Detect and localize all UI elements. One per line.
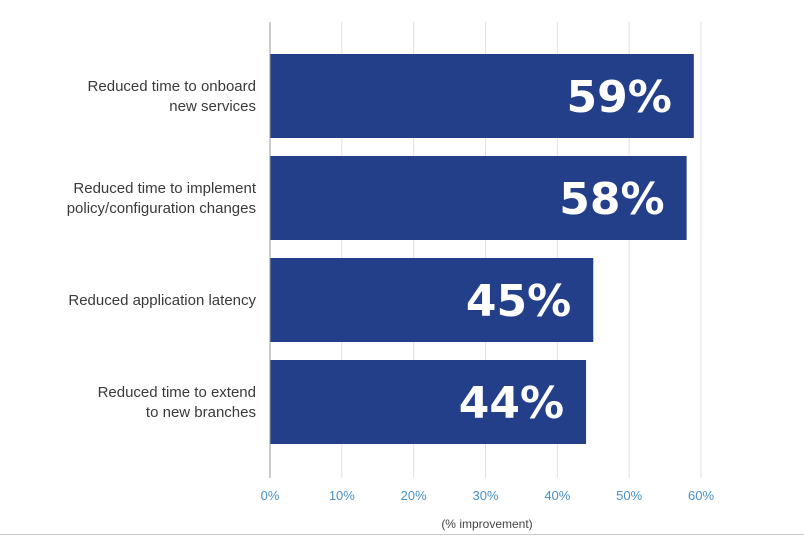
category-label: Reduced time to onboard new services	[88, 78, 256, 115]
bar-value-label: 58%	[559, 174, 664, 225]
x-tick-label: 20%	[401, 488, 427, 503]
x-tick-label: 50%	[616, 488, 642, 503]
x-tick-label: 60%	[688, 488, 714, 503]
bar	[270, 54, 694, 138]
bar-value-label: 59%	[566, 72, 671, 123]
bar-value-label: 44%	[459, 378, 564, 429]
category-label: Reduced time to implement policy/configur…	[67, 180, 257, 217]
category-label: Reduced application latency	[68, 292, 256, 309]
x-tick-label: 30%	[472, 488, 498, 503]
bar-value-label: 45%	[466, 276, 571, 327]
bars: 59% 58% 45% 44%	[270, 54, 694, 444]
x-tick-label: 0%	[261, 488, 280, 503]
bar	[270, 360, 587, 444]
x-tick-label: 40%	[544, 488, 570, 503]
category-label: Reduced time to extend to new branches	[98, 384, 256, 421]
bottom-divider	[0, 534, 804, 535]
bar	[270, 258, 594, 342]
category-labels: Reduced time to onboard new services Reduc…	[67, 78, 257, 421]
x-tick-label: 10%	[329, 488, 355, 503]
bar	[270, 156, 687, 240]
x-axis-title: (% improvement)	[441, 517, 532, 531]
x-tick-labels: 0% 10% 20% 30% 40% 50% 60%	[261, 488, 715, 503]
